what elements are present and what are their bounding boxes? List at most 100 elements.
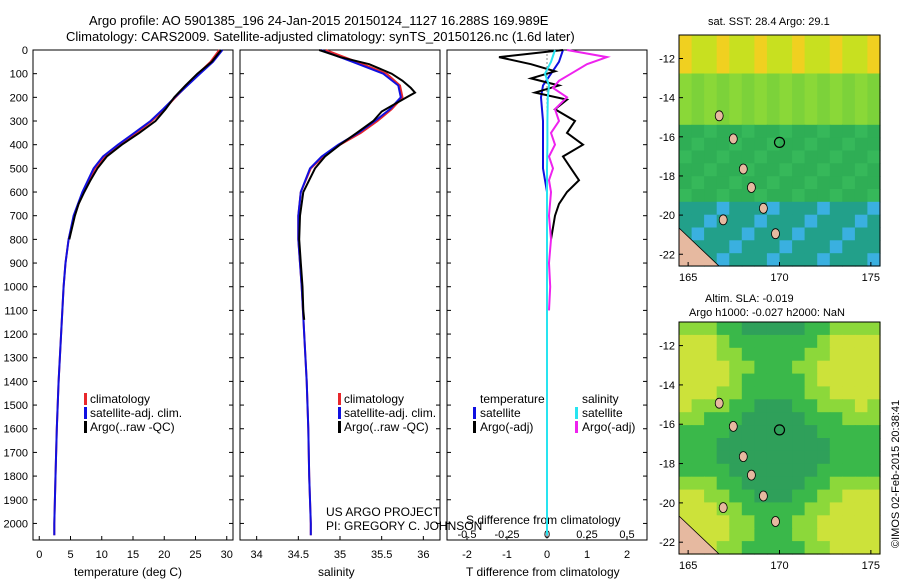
map-cell [779, 73, 793, 87]
map-cell [729, 515, 743, 529]
map-cell [867, 163, 881, 177]
map-cell [691, 476, 705, 491]
map-cell [792, 99, 806, 113]
map-cell [779, 253, 793, 267]
map-cell [716, 99, 730, 113]
map-cell [854, 214, 869, 229]
sla-map-title-1: Altim. SLA: -0.019 [705, 293, 794, 305]
map-cell [842, 360, 856, 375]
map-cell [679, 163, 693, 177]
map-cell [804, 425, 818, 439]
map-cell [704, 476, 718, 491]
map-cell [691, 137, 705, 152]
legend-swatch [338, 421, 341, 433]
map-cell [691, 502, 705, 516]
map-cell [804, 201, 818, 216]
legend-s-climatology: climatology [344, 392, 405, 406]
map-cell [716, 150, 730, 164]
map-cell [754, 99, 768, 113]
map-cell [842, 137, 856, 152]
map-cell [741, 528, 755, 542]
depth-tick-label: 200 [10, 92, 28, 104]
map-cell [679, 137, 693, 152]
salinity-tick-label: 35 [334, 549, 346, 561]
map-cell [842, 502, 856, 516]
map-cell [766, 163, 781, 177]
map-cell [829, 201, 843, 216]
map-cell [779, 399, 793, 413]
map-cell [691, 99, 705, 113]
map-cell [804, 163, 818, 177]
map-cell [817, 201, 831, 216]
map-cell [792, 386, 806, 400]
map-cell [691, 201, 705, 216]
map-cell [729, 528, 743, 542]
map-cell [854, 137, 869, 152]
map-cell [716, 47, 730, 62]
map-cell [842, 489, 856, 504]
map-cell [766, 86, 781, 100]
map-cell [804, 112, 818, 126]
map-cell [817, 450, 831, 465]
map-cell [729, 73, 743, 87]
map-cell [829, 253, 843, 267]
map-cell [817, 214, 831, 229]
map-cell [754, 528, 768, 542]
map-cell [779, 99, 793, 113]
legend-swatch [84, 421, 87, 433]
island [714, 397, 724, 409]
map-cell [741, 35, 755, 49]
map-cell [817, 124, 831, 139]
map-cell [754, 60, 768, 75]
pi-credit: PI: GREGORY C. JOHNSON [326, 519, 483, 533]
map-cell [741, 240, 755, 254]
map-cell [691, 60, 705, 75]
map-cell [829, 47, 843, 62]
map-cell [679, 189, 693, 203]
map-cell [716, 450, 730, 465]
map-cell [779, 176, 793, 190]
map-cell [817, 227, 831, 241]
map-cell [779, 528, 793, 542]
difference-series-3 [547, 49, 611, 311]
map-cell [729, 334, 743, 349]
map-cell [817, 112, 831, 126]
salinity-tick-label: 34 [251, 549, 263, 561]
map-cell [842, 476, 856, 491]
map-cell [741, 502, 755, 516]
lon-tick-label: 175 [862, 272, 880, 284]
map-cell [854, 35, 869, 49]
map-cell [817, 438, 831, 452]
map-cell [829, 334, 843, 349]
map-cell [842, 528, 856, 542]
map-cell [804, 189, 818, 203]
map-cell [704, 150, 718, 164]
map-cell [766, 425, 781, 439]
island [759, 202, 768, 214]
map-cell [741, 73, 755, 87]
map-cell [867, 386, 881, 400]
lat-tick-label: -12 [659, 53, 675, 65]
difference-series-1 [498, 49, 585, 240]
island [759, 490, 768, 502]
legend-swatch [575, 421, 578, 433]
map-cell [729, 176, 743, 190]
map-cell [804, 476, 818, 491]
map-cell [792, 60, 806, 75]
salinity-series-0 [297, 49, 404, 536]
sst-map [678, 34, 881, 267]
map-cell [792, 214, 806, 229]
t-diff-tick-label: 0 [544, 549, 550, 561]
map-cell [867, 137, 881, 152]
float-position-marker [773, 136, 786, 148]
map-cell [716, 124, 730, 139]
map-cell [766, 253, 781, 267]
map-cell [804, 99, 818, 113]
map-cell [854, 541, 869, 555]
map-cell [842, 201, 856, 216]
map-cell [679, 347, 693, 362]
map-cell [829, 150, 843, 164]
map-cell [867, 201, 881, 216]
map-cell [766, 528, 781, 542]
map-cell [679, 35, 693, 49]
